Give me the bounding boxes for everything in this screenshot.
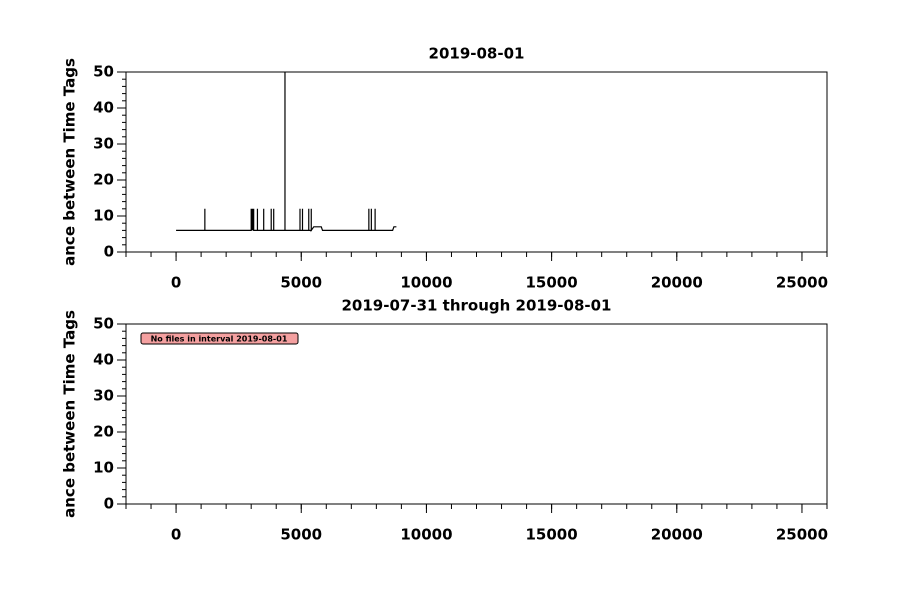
y-tick-label: 30	[93, 387, 114, 405]
y-tick-label: 50	[93, 315, 114, 333]
y-tick-label: 20	[93, 171, 114, 189]
chart-title: 2019-07-31 through 2019-08-01	[342, 297, 612, 315]
x-tick-label: 15000	[526, 274, 578, 292]
x-tick-label: 5000	[280, 274, 322, 292]
y-tick-label: 0	[104, 243, 114, 261]
y-axis-label: ance between Time Tags	[61, 58, 79, 266]
y-tick-label: 10	[93, 207, 114, 225]
annotation-box	[140, 332, 299, 345]
x-tick-label: 20000	[651, 274, 703, 292]
x-tick-label: 5000	[280, 526, 322, 544]
plot-frame	[125, 71, 828, 253]
x-tick-label: 0	[171, 526, 181, 544]
y-tick-label: 30	[93, 135, 114, 153]
x-tick-label: 10000	[400, 274, 452, 292]
x-tick-label: 0	[171, 274, 181, 292]
y-tick-label: 10	[93, 459, 114, 477]
y-tick-label: 40	[93, 99, 114, 117]
x-tick-label: 25000	[776, 526, 828, 544]
x-tick-label: 20000	[651, 526, 703, 544]
y-tick-label: 0	[104, 495, 114, 513]
annotation: No files in interval 2019-08-01	[140, 332, 299, 345]
y-tick-label: 40	[93, 351, 114, 369]
y-tick-label: 50	[93, 63, 114, 81]
data-line	[176, 72, 397, 233]
annotation-text: No files in interval 2019-08-01	[151, 335, 288, 344]
x-tick-label: 10000	[400, 526, 452, 544]
x-tick-label: 15000	[526, 526, 578, 544]
y-tick-label: 20	[93, 423, 114, 441]
x-tick-label: 25000	[776, 274, 828, 292]
plot-frame	[125, 323, 828, 505]
y-axis-label: ance between Time Tags	[61, 310, 79, 518]
chart-title: 2019-08-01	[429, 45, 525, 63]
